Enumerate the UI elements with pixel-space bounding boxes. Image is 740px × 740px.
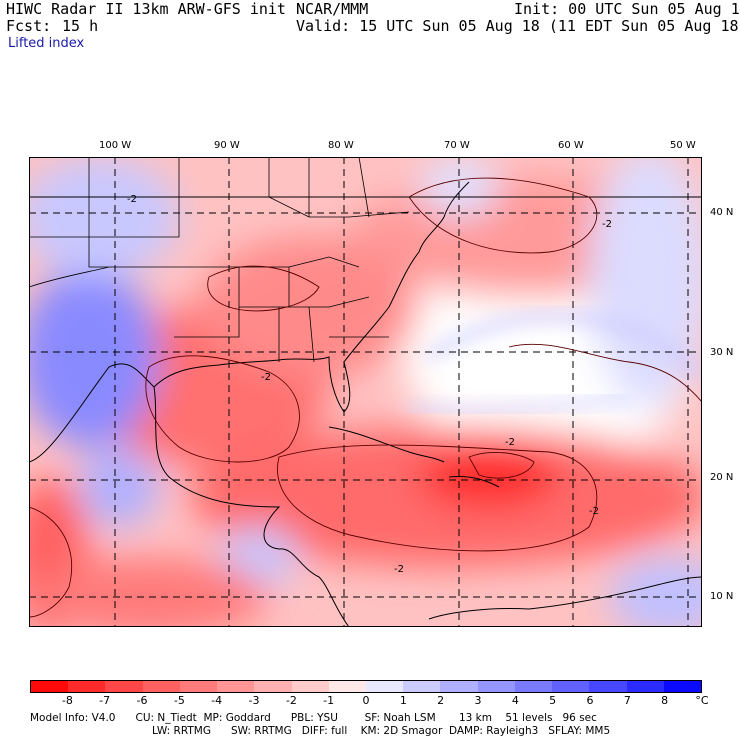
colorbar-swatch (31, 681, 69, 692)
colorbar-tick-label: -5 (173, 694, 185, 707)
lat-label-30n: 30 N (710, 347, 734, 358)
contours (29, 177, 702, 618)
colorbar-tick-label: 8 (661, 694, 669, 707)
field-name: Lifted index (8, 36, 85, 51)
forecast-label: Fcst: (6, 17, 52, 35)
colorbar-tick-label: -1 (323, 694, 335, 707)
model-info-line1: Model Info: V4.0 CU: N_Tiedt MP: Goddard… (30, 712, 597, 724)
lifted-index-map: -2 -2 -2 -2 -2 -2 (29, 157, 702, 627)
colorbar-swatch (440, 681, 478, 692)
colorbar-tick-label: 7 (623, 694, 631, 707)
colorbar-tick-label: 1 (399, 694, 407, 707)
colorbar-swatch (514, 681, 553, 692)
lon-label-70w: 70 W (444, 140, 470, 151)
colorbar-swatch (626, 681, 664, 692)
colorbar-tick-label: 4 (511, 694, 519, 707)
colorbar-swatch (142, 681, 180, 692)
lon-label-60w: 60 W (558, 140, 584, 151)
contour-label: -2 (261, 372, 271, 383)
colorbar-swatch (105, 681, 143, 692)
lon-label-90w: 90 W (214, 140, 240, 151)
dry-streak-2 (408, 393, 630, 416)
colorbar-swatch (217, 681, 255, 692)
colorbar-tick-label: 3 (474, 694, 482, 707)
contour-label: -2 (602, 219, 612, 230)
contour-label: -2 (394, 564, 404, 575)
lat-label-20n: 20 N (710, 472, 734, 483)
contour-label: -2 (589, 506, 599, 517)
colorbar-tick-label: -2 (285, 694, 297, 707)
colorbar-swatch (403, 681, 441, 692)
colorbar-tick-label: 6 (586, 694, 594, 707)
colorbar-tick-label: -8 (61, 694, 73, 707)
field-shading (29, 157, 702, 627)
colorbar-unit: °C (695, 694, 709, 707)
colorbar-swatch (291, 681, 329, 692)
init-time: Init: 00 UTC Sun 05 Aug 18 (514, 0, 740, 18)
lon-label-80w: 80 W (328, 140, 354, 151)
lat-label-40n: 40 N (710, 207, 734, 218)
colorbar-swatch (552, 681, 590, 692)
political-borders (29, 157, 410, 363)
colorbar (30, 680, 702, 693)
colorbar-swatch (179, 681, 218, 692)
colorbar-tick-label: 0 (362, 694, 370, 707)
colorbar-tick-label: -4 (211, 694, 223, 707)
colorbar-swatch (328, 681, 366, 692)
model-title: HIWC Radar II 13km ARW-GFS init (6, 0, 286, 18)
colorbar-tick-label: -6 (136, 694, 148, 707)
colorbar-swatch (477, 681, 515, 692)
colorbar-tick-label: 2 (437, 694, 445, 707)
model-info-line2: LW: RRTMG SW: RRTMG DIFF: full KM: 2D Sm… (152, 725, 611, 737)
colorbar-swatch (68, 681, 106, 692)
lon-label-100w: 100 W (99, 140, 132, 151)
map-frame (29, 157, 702, 627)
contour-label: -2 (127, 194, 137, 205)
graticule (29, 157, 702, 627)
colorbar-tick-label: 5 (549, 694, 557, 707)
colorbar-tick-label: -7 (99, 694, 111, 707)
colorbar-swatch (663, 681, 701, 692)
lon-label-50w: 50 W (670, 140, 696, 151)
colorbar-swatch (254, 681, 292, 692)
forecast-hour: 15 h (62, 17, 99, 35)
colorbar-swatch (365, 681, 404, 692)
lat-label-10n: 10 N (710, 591, 734, 602)
dry-streak (426, 313, 702, 381)
valid-time: Valid: 15 UTC Sun 05 Aug 18 (11 EDT Sun … (296, 17, 740, 35)
contour-label: -2 (505, 437, 515, 448)
organization: NCAR/MMM (296, 0, 369, 18)
colorbar-swatch (589, 681, 627, 692)
colorbar-tick-label: -3 (248, 694, 260, 707)
